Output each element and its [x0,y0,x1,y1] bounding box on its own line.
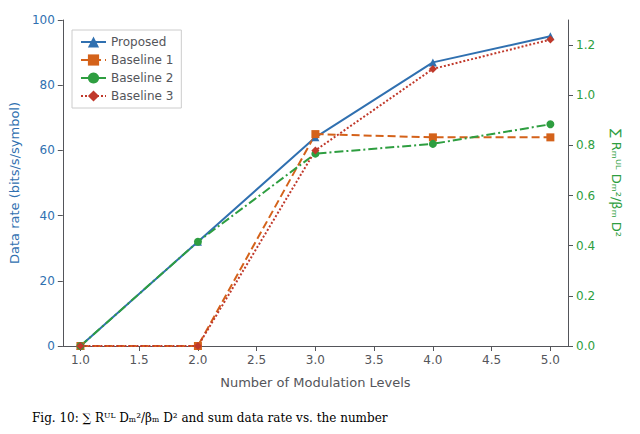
svg-text:4.0: 4.0 [423,353,442,367]
svg-text:Baseline 2: Baseline 2 [111,71,173,85]
svg-text:4.5: 4.5 [482,353,501,367]
svg-text:5.0: 5.0 [541,353,560,367]
svg-text:80: 80 [40,78,55,92]
svg-text:0.8: 0.8 [576,138,595,152]
svg-text:Fig. 10: ∑ Rᵁᴸ Dₘ²/βₘ D² and s: Fig. 10: ∑ Rᵁᴸ Dₘ²/βₘ D² and sum data ra… [32,411,388,425]
svg-text:0.6: 0.6 [576,189,595,203]
svg-text:0.4: 0.4 [576,239,595,253]
svg-text:0.0: 0.0 [576,339,595,353]
svg-text:40: 40 [40,209,55,223]
svg-text:100: 100 [32,13,55,27]
svg-text:0.2: 0.2 [576,289,595,303]
svg-text:0: 0 [47,339,55,353]
svg-text:2.5: 2.5 [247,353,266,367]
svg-text:1.0: 1.0 [71,353,90,367]
svg-text:Number of Modulation Levels: Number of Modulation Levels [220,375,411,390]
svg-text:Baseline 1: Baseline 1 [111,53,173,67]
svg-text:3.0: 3.0 [306,353,325,367]
svg-text:20: 20 [40,274,55,288]
svg-text:2.0: 2.0 [188,353,207,367]
svg-text:1.0: 1.0 [576,88,595,102]
svg-text:1.2: 1.2 [576,38,595,52]
svg-text:Data rate (bits/s/symbol): Data rate (bits/s/symbol) [7,102,22,264]
svg-text:60: 60 [40,143,55,157]
svg-text:Proposed: Proposed [111,35,166,49]
svg-text:Baseline 3: Baseline 3 [111,89,173,103]
svg-text:3.5: 3.5 [365,353,384,367]
svg-text:∑ Rₘᵁᴸ Dₘ²/βₘ D²: ∑ Rₘᵁᴸ Dₘ²/βₘ D² [609,129,624,237]
svg-text:1.5: 1.5 [130,353,149,367]
